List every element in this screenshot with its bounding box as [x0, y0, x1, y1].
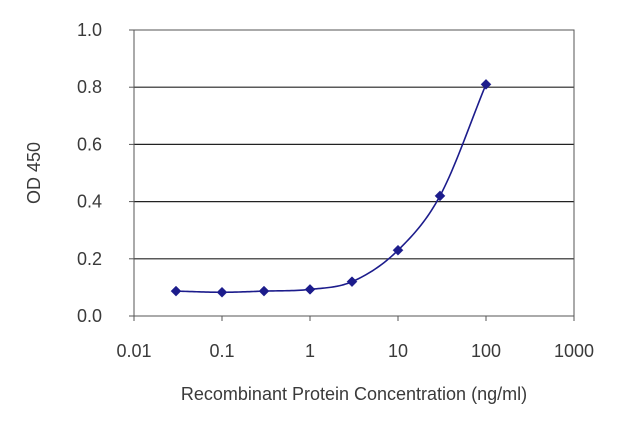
x-tick-label: 1 — [305, 341, 315, 361]
gridlines — [134, 86, 574, 260]
x-tick-label: 10 — [388, 341, 408, 361]
data-point — [434, 190, 446, 202]
fit-curve — [175, 84, 487, 294]
axes — [129, 29, 575, 321]
y-tick-label: 1.0 — [77, 20, 102, 40]
data-point — [480, 78, 492, 90]
y-tick-label: 0.4 — [77, 192, 102, 212]
data-point — [304, 284, 316, 295]
x-tick-label: 0.1 — [209, 341, 234, 361]
data-point — [346, 276, 358, 288]
y-tick-label: 0.6 — [77, 134, 102, 154]
data-point — [216, 286, 228, 298]
x-axis-title: Recombinant Protein Concentration (ng/ml… — [181, 384, 527, 404]
plot-area-frame — [133, 29, 575, 317]
x-tick-label: 100 — [471, 341, 501, 361]
data-point — [170, 285, 182, 297]
data-points — [170, 78, 492, 298]
y-tick-labels: 0.0 0.2 0.4 0.6 0.8 1.0 — [77, 20, 102, 326]
x-tick-labels: 0.01 0.1 1 10 100 1000 — [116, 341, 594, 361]
y-tick-label: 0.0 — [77, 306, 102, 326]
x-tick-label: 0.01 — [116, 341, 151, 361]
x-tick-label: 1000 — [554, 341, 594, 361]
data-point — [258, 285, 270, 297]
y-tick-label: 0.8 — [77, 77, 102, 97]
y-tick-label: 0.2 — [77, 249, 102, 269]
data-point — [392, 244, 404, 256]
y-axis-title: OD 450 — [24, 142, 44, 204]
